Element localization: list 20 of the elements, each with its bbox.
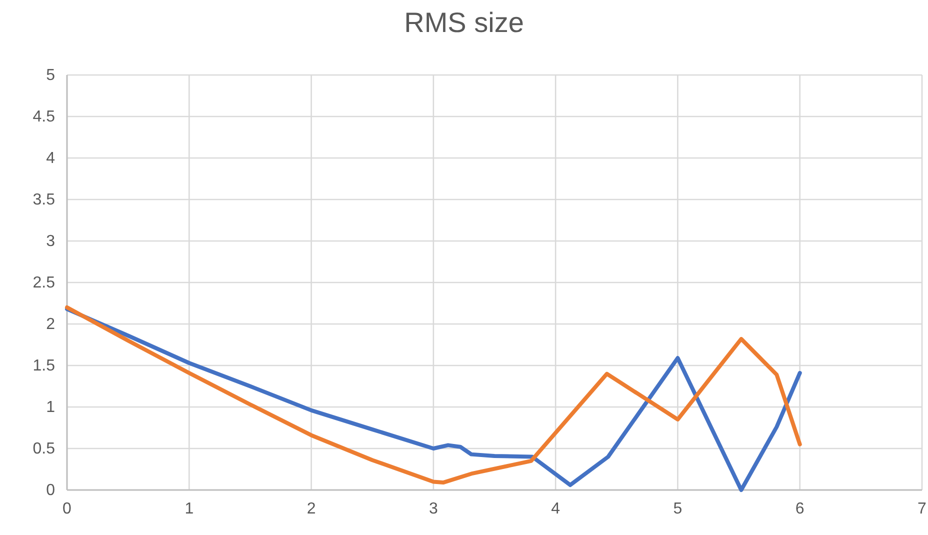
y-tick-label: 2.5 — [32, 274, 56, 292]
y-tick-label: 3.5 — [32, 192, 56, 209]
x-tick-label: 1 — [184, 500, 194, 518]
y-tick-label: 1.5 — [32, 358, 56, 375]
y-tick-label: 1 — [46, 399, 56, 416]
y-tick-label: 4 — [46, 150, 56, 168]
x-tick-label: 5 — [673, 500, 682, 518]
y-tick-label: 5 — [46, 67, 56, 84]
x-tick-label: 7 — [918, 500, 927, 518]
y-tick-label: 2 — [46, 316, 56, 334]
y-tick-label: 4.5 — [32, 108, 56, 126]
chart-title: RMS size — [404, 7, 524, 38]
x-tick-label: 3 — [428, 500, 438, 518]
y-tick-label: 0 — [46, 482, 56, 500]
y-tick-label: 0.5 — [32, 440, 56, 458]
x-tick-label: 6 — [795, 500, 804, 518]
x-tick-label: 0 — [62, 500, 72, 518]
x-tick-label: 4 — [551, 500, 560, 518]
y-tick-label: 3 — [46, 233, 56, 250]
x-tick-label: 2 — [306, 500, 316, 518]
